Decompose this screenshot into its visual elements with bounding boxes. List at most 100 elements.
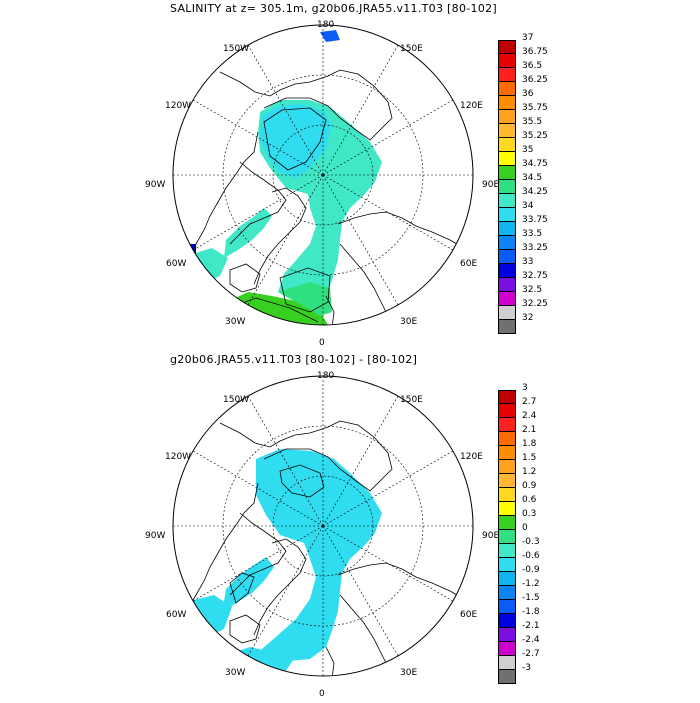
colorbar-label: 36 [522, 89, 534, 99]
colorbar-step: 32.5 [498, 285, 558, 306]
polar-map [172, 24, 474, 326]
coastline [229, 263, 261, 293]
colorbar-swatch [498, 614, 516, 628]
colorbar-step: 32.25 [498, 299, 558, 320]
colorbar-label: 2.4 [522, 411, 537, 421]
colorbar-step: -2.7 [498, 649, 558, 670]
colorbar-step: -2.4 [498, 635, 558, 656]
colorbar-label: 0.6 [522, 495, 537, 505]
colorbar-step: -1.8 [498, 607, 558, 628]
colorbar-swatch [498, 180, 516, 194]
colorbar-swatch [498, 152, 516, 166]
lon-label-60w: 60W [166, 610, 187, 620]
meridian-line [247, 44, 324, 176]
colorbar-swatch [498, 110, 516, 124]
colorbar-step: 35.75 [498, 103, 558, 124]
lon-label-0: 0 [319, 338, 325, 348]
colorbar-swatch [498, 390, 516, 404]
colorbar-label: 32.25 [522, 299, 548, 309]
colorbar-swatch [498, 516, 516, 530]
colorbar-step: 36.75 [498, 47, 558, 68]
colorbar-step: 32 [498, 313, 558, 334]
salinity-map-panel: SALINITY at z= 305.1m, g20b06.JRA55.v11.… [0, 0, 700, 350]
meridian-line [322, 525, 454, 602]
coastline [305, 646, 335, 676]
baffin-field [224, 208, 272, 258]
colorbar-label: 3 [522, 383, 528, 393]
meridian-line [192, 450, 324, 527]
lon-label-120w: 120W [165, 452, 192, 462]
salinity-contour [263, 107, 327, 171]
colorbar-label: 32.5 [522, 285, 543, 295]
lon-label-30w: 30W [225, 668, 246, 678]
colorbar-label: 36.25 [522, 75, 548, 85]
colorbar-swatch [498, 558, 516, 572]
coastline [229, 512, 287, 596]
colorbar-label: 34.25 [522, 187, 548, 197]
colorbar-step: 1.2 [498, 467, 558, 488]
colorbar-step: 0.3 [498, 509, 558, 530]
colorbar-label: -1.2 [522, 579, 540, 589]
colorbar-swatch [498, 670, 516, 684]
colorbar-label: 33.5 [522, 229, 543, 239]
colorbar-label: 34 [522, 201, 534, 211]
colorbar-step: 1.8 [498, 439, 558, 460]
meridian-line [247, 174, 324, 306]
colorbar-swatch [498, 236, 516, 250]
colorbar-swatch [498, 208, 516, 222]
colorbar-swatch [498, 250, 516, 264]
colorbar-label: -2.4 [522, 635, 540, 645]
lon-label-60e: 60E [460, 259, 478, 269]
colorbar-label: 35.5 [522, 117, 543, 127]
colorbar: 3 2.7 2.4 2.1 1.8 1.5 1.2 0.9 0.6 0.3 0 -0.3 -0.6 -0.… [498, 383, 558, 684]
colorbar-swatch [498, 40, 516, 54]
colorbar-label: -0.3 [522, 537, 540, 547]
coastline [253, 187, 307, 285]
colorbar-step: 37 [498, 33, 558, 54]
colorbar-step: -1.2 [498, 579, 558, 600]
colorbar-step: -3 [498, 663, 558, 684]
coastline [219, 69, 393, 141]
meridian-line [322, 525, 399, 657]
lon-label-180: 180 [317, 371, 335, 381]
colorbar-step: 0.9 [498, 481, 558, 502]
meridian-line [322, 450, 454, 527]
colorbar-label: 32.75 [522, 271, 548, 281]
colorbar-swatch [498, 460, 516, 474]
colorbar-step: -0.9 [498, 565, 558, 586]
colorbar-label: 1.5 [522, 453, 537, 463]
coastline [337, 211, 465, 249]
lon-label-90e: 90E [482, 531, 500, 541]
difference-contour [229, 572, 255, 604]
lon-label-120e: 120E [460, 101, 483, 111]
colorbar-step: 34.75 [498, 159, 558, 180]
lon-label-90w: 90W [145, 531, 166, 541]
colorbar-step: -0.3 [498, 537, 558, 558]
colorbar-swatch [498, 54, 516, 68]
colorbar-label: -0.6 [522, 551, 540, 561]
meridian-line [322, 395, 399, 527]
coastline [229, 614, 261, 644]
colorbar-step: 33.25 [498, 243, 558, 264]
colorbar-swatch [498, 432, 516, 446]
lon-label-90w: 90W [145, 180, 166, 190]
colorbar-step: 33 [498, 257, 558, 278]
lon-label-30e: 30E [400, 668, 418, 678]
colorbar-step: -1.5 [498, 593, 558, 614]
colorbar-swatch [498, 502, 516, 516]
colorbar-step: 35.25 [498, 131, 558, 152]
colorbar-swatch [498, 306, 516, 320]
colorbar-swatch [498, 320, 516, 334]
coastline [219, 420, 393, 492]
colorbar-swatch [498, 68, 516, 82]
beringstrait-blue [320, 30, 340, 42]
colorbar-label: -1.8 [522, 607, 540, 617]
colorbar-step: 1.5 [498, 453, 558, 474]
colorbar-step: 34.25 [498, 187, 558, 208]
salinity-difference-map-panel: g20b06.JRA55.v11.T03 [80-102] - [80-102] [0, 350, 700, 700]
colorbar-swatch [498, 586, 516, 600]
colorbar-label: 34.5 [522, 173, 543, 183]
difference-contour [279, 464, 325, 498]
colorbar-step: -0.6 [498, 551, 558, 572]
lon-label-30w: 30W [225, 317, 246, 327]
